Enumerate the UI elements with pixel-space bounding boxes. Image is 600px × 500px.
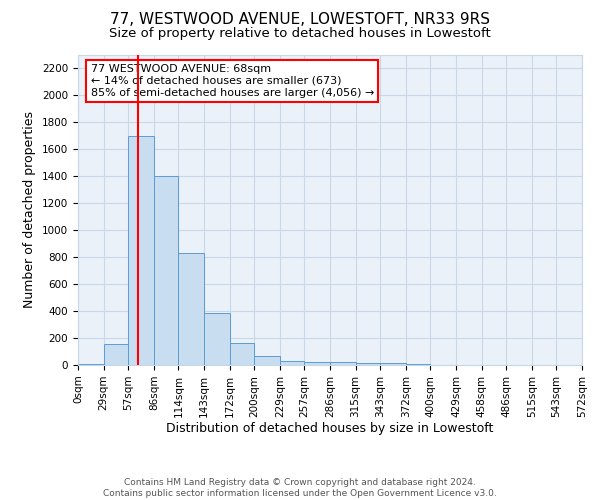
Bar: [406, 364, 430, 365]
X-axis label: Distribution of detached houses by size in Lowestoft: Distribution of detached houses by size …: [166, 422, 494, 436]
Bar: [280, 361, 304, 365]
Bar: [254, 356, 280, 365]
Bar: [178, 253, 204, 365]
Bar: [104, 344, 128, 365]
Bar: [330, 362, 356, 365]
Text: Contains HM Land Registry data © Crown copyright and database right 2024.
Contai: Contains HM Land Registry data © Crown c…: [103, 478, 497, 498]
Text: 77 WESTWOOD AVENUE: 68sqm
← 14% of detached houses are smaller (673)
85% of semi: 77 WESTWOOD AVENUE: 68sqm ← 14% of detac…: [91, 64, 374, 98]
Text: 77, WESTWOOD AVENUE, LOWESTOFT, NR33 9RS: 77, WESTWOOD AVENUE, LOWESTOFT, NR33 9RS: [110, 12, 490, 28]
Bar: [128, 136, 154, 365]
Bar: [356, 363, 380, 365]
Bar: [230, 343, 254, 365]
Y-axis label: Number of detached properties: Number of detached properties: [23, 112, 37, 308]
Text: Size of property relative to detached houses in Lowestoft: Size of property relative to detached ho…: [109, 28, 491, 40]
Bar: [304, 362, 330, 365]
Bar: [78, 364, 104, 365]
Bar: [380, 363, 406, 365]
Bar: [204, 313, 230, 365]
Bar: [154, 176, 178, 365]
